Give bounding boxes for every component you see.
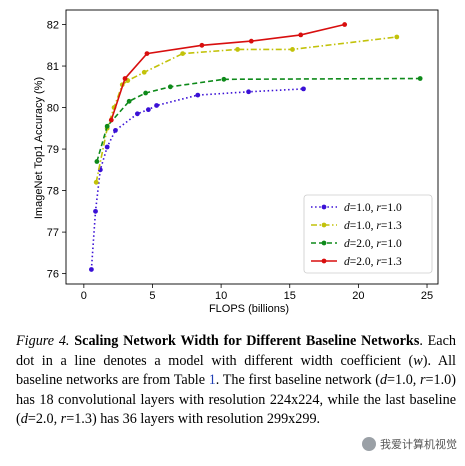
data-point — [342, 22, 348, 27]
series-line — [95, 36, 397, 183]
legend-swatch-marker — [321, 204, 327, 210]
data-point — [93, 208, 98, 214]
caption-math: d — [379, 372, 388, 389]
y-axis-label: ImageNet Top1 Accuracy (%) — [33, 77, 45, 219]
x-tick-label: 0 — [81, 290, 87, 302]
legend-label: d=2.0, r=1.3 — [344, 256, 402, 268]
caption-text: =1.3) has 36 layers with resolution 299x… — [66, 411, 321, 428]
data-point — [126, 98, 132, 104]
x-tick-label: 15 — [284, 290, 296, 302]
legend-box — [303, 194, 433, 274]
series-4 — [108, 22, 348, 123]
data-point — [246, 89, 251, 95]
data-point — [108, 117, 114, 123]
y-tick-label: 79 — [47, 144, 59, 156]
legend-label: d=2.0, r=1.0 — [344, 238, 402, 250]
data-point — [417, 76, 423, 81]
caption-math: r — [60, 411, 67, 428]
table-reference-link[interactable]: 1 — [208, 372, 216, 389]
data-point — [301, 86, 306, 92]
series-line — [90, 88, 304, 270]
figure-caption: Figure 4. Scaling Network Width for Diff… — [16, 332, 456, 430]
y-tick-label: 76 — [47, 269, 59, 281]
data-point — [145, 107, 151, 113]
legend-swatch-marker — [321, 240, 327, 246]
caption-math: w — [413, 352, 423, 369]
y-tick-label: 78 — [47, 186, 59, 198]
data-point — [199, 42, 205, 48]
y-tick-label: 82 — [47, 20, 59, 32]
caption-text: =1.0, — [387, 372, 420, 389]
caption-text: . Each dot in a line denotes a model wit… — [16, 333, 456, 369]
data-point — [88, 267, 94, 272]
legend: d=1.0, r=1.0 d=1.0, r=1.3 d=2.0, r=1.0 d=2.… — [303, 194, 433, 274]
x-tick-label: 20 — [352, 290, 364, 302]
y-tick-label: 80 — [47, 103, 59, 115]
series-2 — [93, 34, 400, 185]
caption-body: . Each dot in a line denotes a model wit… — [16, 333, 456, 427]
legend-swatch-marker — [321, 258, 327, 264]
legend-label: d=1.0, r=1.0 — [344, 202, 402, 214]
data-point — [104, 123, 110, 129]
x-tick-label: 10 — [215, 290, 227, 302]
figure-label: Figure 4. — [16, 333, 70, 349]
caption-text: . The first baseline network ( — [215, 372, 380, 389]
wechat-logo-icon — [362, 437, 376, 451]
plot-frame — [65, 9, 439, 285]
series-3 — [94, 76, 423, 164]
series-layer — [88, 22, 423, 272]
figure-title: Scaling Network Width for Different Base… — [74, 333, 420, 349]
legend-swatch-marker — [321, 222, 327, 228]
watermark-text: 我爱计算机视觉 — [380, 438, 457, 451]
x-tick-label: 25 — [421, 290, 433, 302]
data-point — [143, 90, 149, 96]
x-tick-label: 5 — [149, 290, 155, 302]
y-tick-label: 81 — [47, 61, 59, 73]
caption-math: r — [419, 372, 426, 389]
legend-label: d=1.0, r=1.3 — [344, 220, 402, 232]
y-axis-ticks: 76 77 78 79 80 81 82 — [47, 20, 66, 281]
plot-border — [65, 9, 439, 285]
x-axis-label: FLOPS (billions) — [209, 303, 289, 315]
caption-text: =2.0, — [27, 411, 61, 428]
data-point — [235, 47, 240, 52]
caption-math: d — [20, 411, 28, 428]
data-point — [394, 34, 400, 40]
data-point — [94, 159, 100, 164]
data-point — [93, 179, 99, 185]
data-point — [298, 32, 304, 38]
data-point — [122, 76, 128, 81]
watermark: 我爱计算机视觉 — [362, 436, 457, 452]
data-point — [290, 47, 295, 52]
data-point — [134, 111, 140, 117]
series-1 — [88, 86, 306, 272]
data-point — [167, 84, 173, 90]
data-point — [221, 76, 227, 82]
data-point — [195, 92, 201, 98]
data-point — [144, 51, 150, 56]
y-tick-label: 77 — [47, 227, 59, 239]
caption-text: =1.0) has 18 convolutional layers with r… — [16, 372, 456, 428]
data-point — [141, 69, 147, 75]
x-axis-ticks: 0 5 10 15 20 25 — [81, 284, 433, 302]
caption-text: ). All baseline networks are from Table — [16, 352, 456, 389]
data-point — [113, 127, 118, 133]
data-point — [248, 38, 254, 44]
data-point — [104, 144, 110, 150]
data-point — [180, 51, 186, 56]
data-point — [154, 103, 159, 108]
